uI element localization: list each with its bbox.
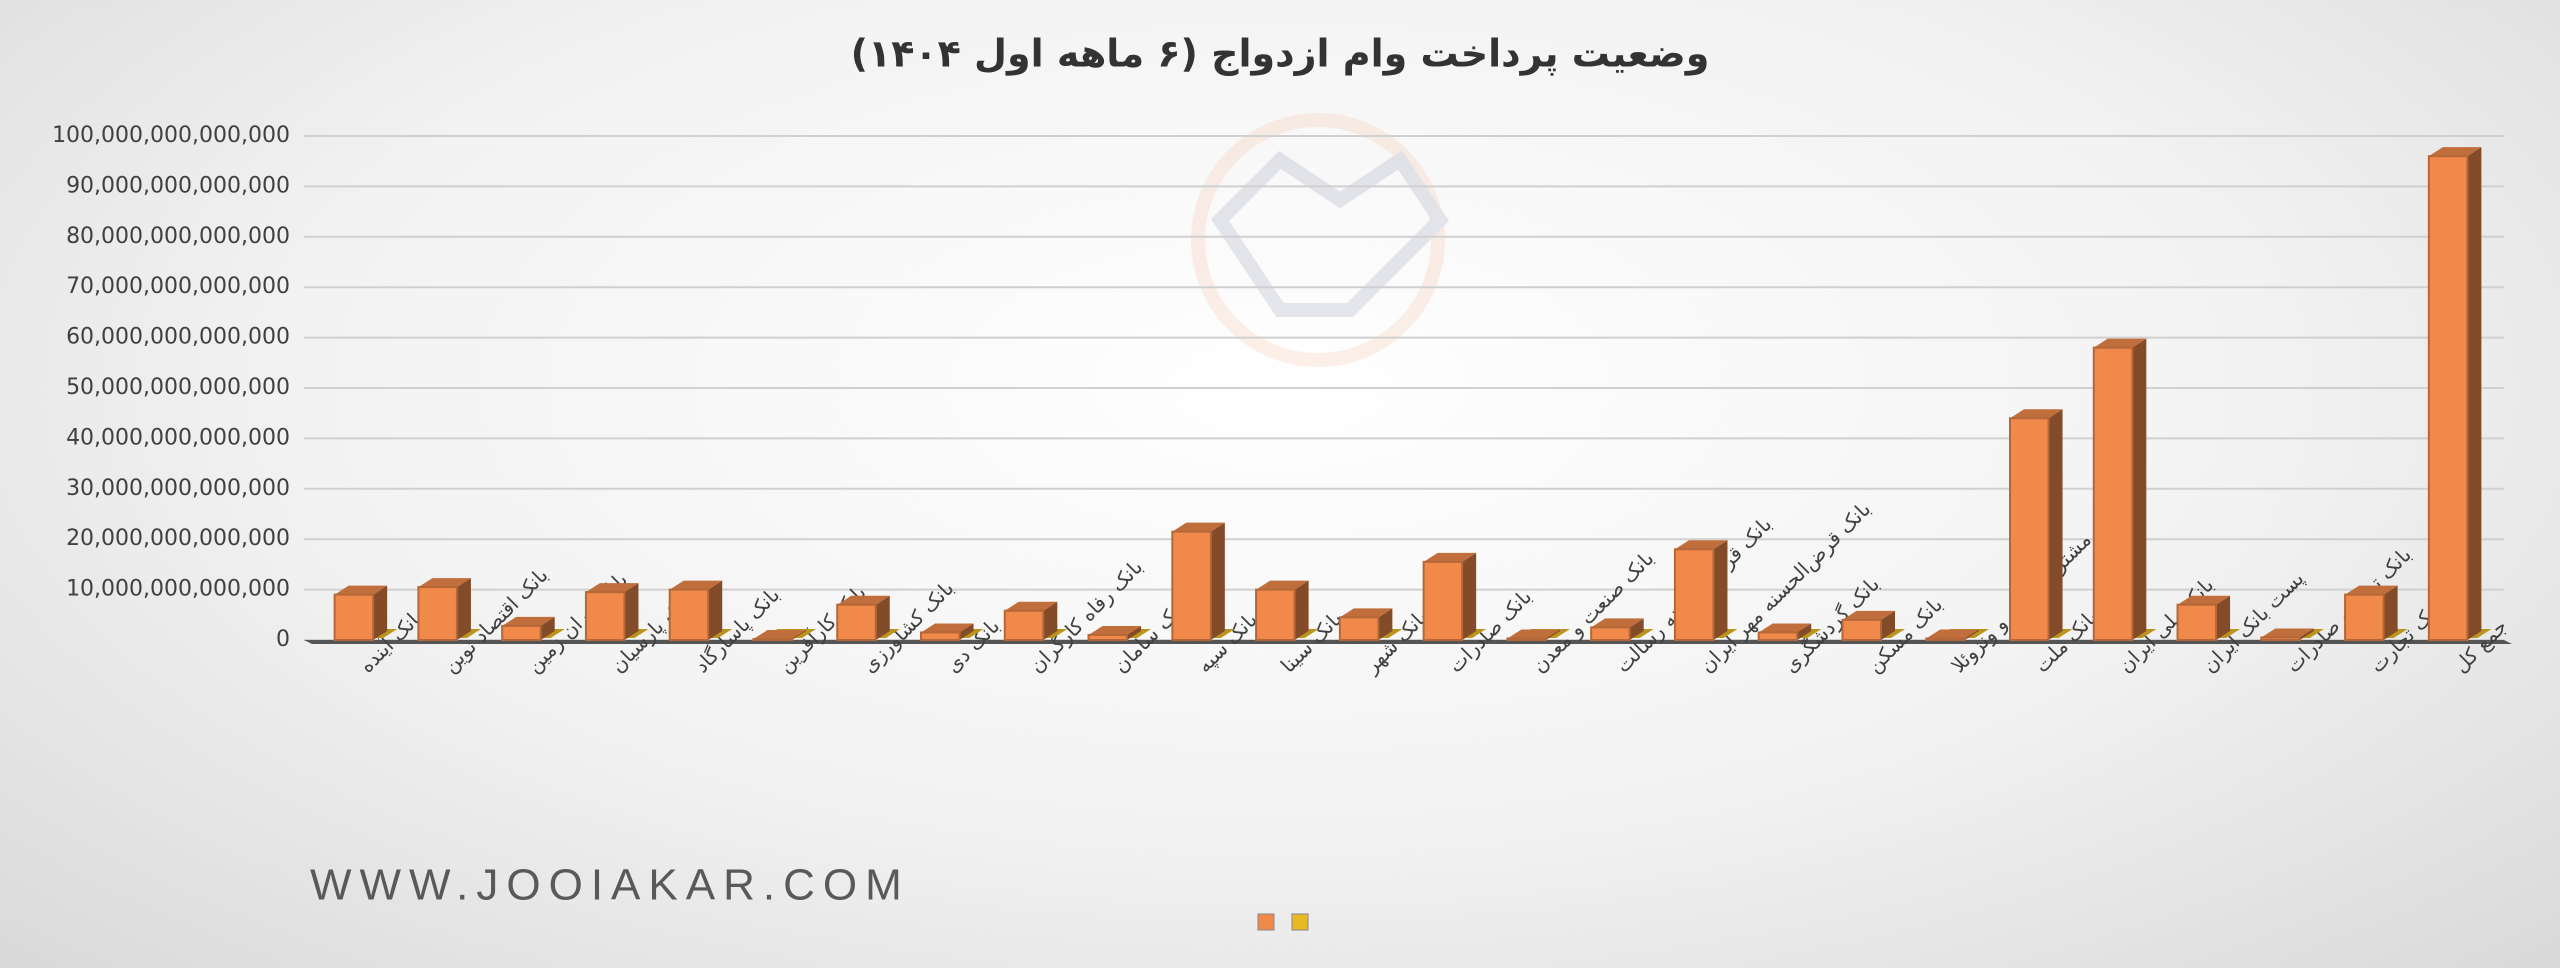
bar-side [1629,618,1644,640]
bar-side [1545,629,1560,640]
bar [1590,626,1631,642]
bar-top [753,629,806,639]
bar-top [2010,409,2063,419]
bar-top [1423,552,1477,562]
bar-side [2299,628,2314,640]
bar-top [1926,629,1979,639]
bar-side [1127,625,1142,640]
bar-side [1797,623,1812,640]
bar [333,593,375,642]
bar [2344,593,2385,642]
bar [1673,548,1715,642]
bar [501,624,542,641]
bar [1003,609,1045,642]
y-tick-label: 70,000,000,000,000 [66,274,290,299]
bar-side [2132,338,2147,640]
x-tick-label: بانک دی [941,614,1005,678]
bar-side [1880,610,1895,640]
floor [304,640,2512,644]
bar-top [1507,629,1560,639]
y-tick-label: 10,000,000,000,000 [66,577,290,602]
legend-swatch [1291,913,1309,931]
bar-top [1339,608,1393,618]
bar [2260,636,2301,641]
watermark-text: WWW.JOOIAKAR.COM [310,861,910,910]
bar-side [1294,580,1309,640]
bar-side [2467,147,2482,640]
bar-top [669,580,723,590]
bar-side [1378,608,1393,640]
y-tick-label: 20,000,000,000,000 [66,526,290,551]
bar-top [1842,610,1895,620]
bar [1171,530,1212,642]
bar-top [1591,618,1644,628]
bar [1841,618,1882,642]
bar-top [2345,585,2398,595]
bar-side [875,595,890,640]
bar [1757,631,1799,642]
bar-side [2048,409,2063,640]
bar [1338,616,1380,642]
bar-top [585,583,639,593]
bar-side [959,623,974,640]
y-tick-label: 100,000,000,000,000 [52,123,290,148]
bar-side [2383,585,2398,640]
bar-top [837,595,890,605]
bar-side [1964,629,1979,640]
bar-top [2093,338,2147,348]
bar [1087,633,1129,642]
bar-top [1256,580,1309,590]
bar [1255,588,1296,641]
bar [2009,417,2050,641]
bar [836,603,877,641]
bar-side [708,580,723,640]
bar-side [791,629,806,640]
bar-top [1758,623,1812,633]
bar-side [1713,540,1728,640]
y-tick-label: 80,000,000,000,000 [66,224,290,249]
bar-side [1462,552,1477,640]
bar-side [373,585,388,640]
y-tick-label: 90,000,000,000,000 [66,173,290,198]
bar-top [502,616,555,626]
y-tick-label: 30,000,000,000,000 [66,476,290,501]
bar-top [1674,540,1728,550]
y-tick-label: 0 [276,627,290,652]
bar-top [334,585,388,595]
chart-title: وضعیت پرداخت وام ازدواج (۶ ماهه اول ۱۴۰۴… [851,32,1710,77]
bar [668,588,710,641]
bar-side [1210,522,1225,640]
bar-top [2428,147,2482,157]
y-tick-label: 50,000,000,000,000 [66,375,290,400]
bar [920,631,961,642]
bar [2092,346,2134,641]
bar [1422,560,1464,642]
bar-top [1004,601,1058,611]
bar-top [1172,522,1225,532]
y-tick-label: 60,000,000,000,000 [66,325,290,350]
bar-top [921,623,974,633]
bar-side [1043,601,1058,640]
bar-top [2177,595,2231,605]
bar [1506,637,1547,641]
bar-side [624,583,639,640]
bar [417,586,458,642]
bar-top [418,578,471,588]
bar-top [2261,628,2314,638]
bar [584,591,626,641]
y-tick-label: 40,000,000,000,000 [66,425,290,450]
watermark-logo [1191,113,1450,367]
bar-side [540,616,555,640]
bar [2176,603,2218,641]
bar [1925,637,1966,641]
bar [2427,155,2469,641]
bar-side [2216,595,2231,640]
bar-side [456,578,471,640]
bar [752,637,793,642]
legend-swatch [1257,913,1275,931]
bar-top [1088,625,1142,635]
